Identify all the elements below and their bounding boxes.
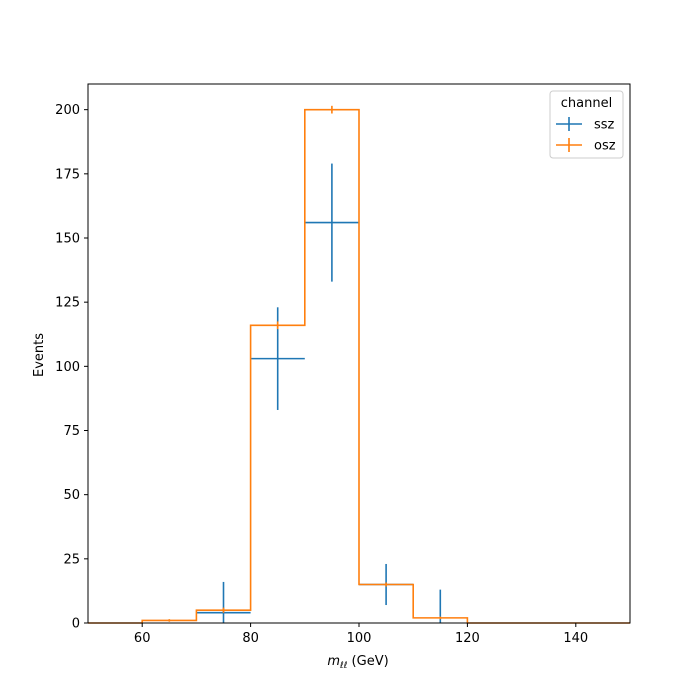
legend-entries: ssz osz [556,117,616,154]
y-tick-label: 25 [63,552,80,567]
x-axis-label: mℓℓ (GeV) [327,654,388,671]
y-tick-label: 0 [72,617,80,632]
y-tick-label: 125 [55,296,80,311]
x-axis-label-main: m [327,654,340,669]
x-tick-label: 120 [455,631,480,646]
y-tick-label: 175 [55,167,80,182]
y-tick-label: 75 [63,424,80,439]
y-tick-label: 150 [55,232,80,247]
legend: channel ssz osz [549,90,624,159]
legend-label: ssz [594,118,615,133]
y-tick-label: 50 [63,488,80,503]
legend-entry-osz: osz [556,138,616,154]
x-axis-label-unit: (GeV) [347,654,388,669]
y-tick-label: 100 [55,360,80,375]
legend-entry-ssz: ssz [556,117,615,133]
x-tick-label: 60 [134,631,151,646]
y-axis: 0 25 50 75 100 125 150 175 200 [55,103,88,632]
x-axis-label-sub: ℓℓ [339,661,347,671]
y-tick-label: 200 [55,103,80,118]
x-tick-label: 100 [347,631,372,646]
legend-title: channel [561,96,612,111]
x-axis: 60 80 100 120 140 [134,623,588,646]
x-tick-label: 140 [563,631,588,646]
y-axis-label: Events [32,333,47,377]
x-tick-label: 80 [242,631,259,646]
legend-label: osz [594,139,616,154]
